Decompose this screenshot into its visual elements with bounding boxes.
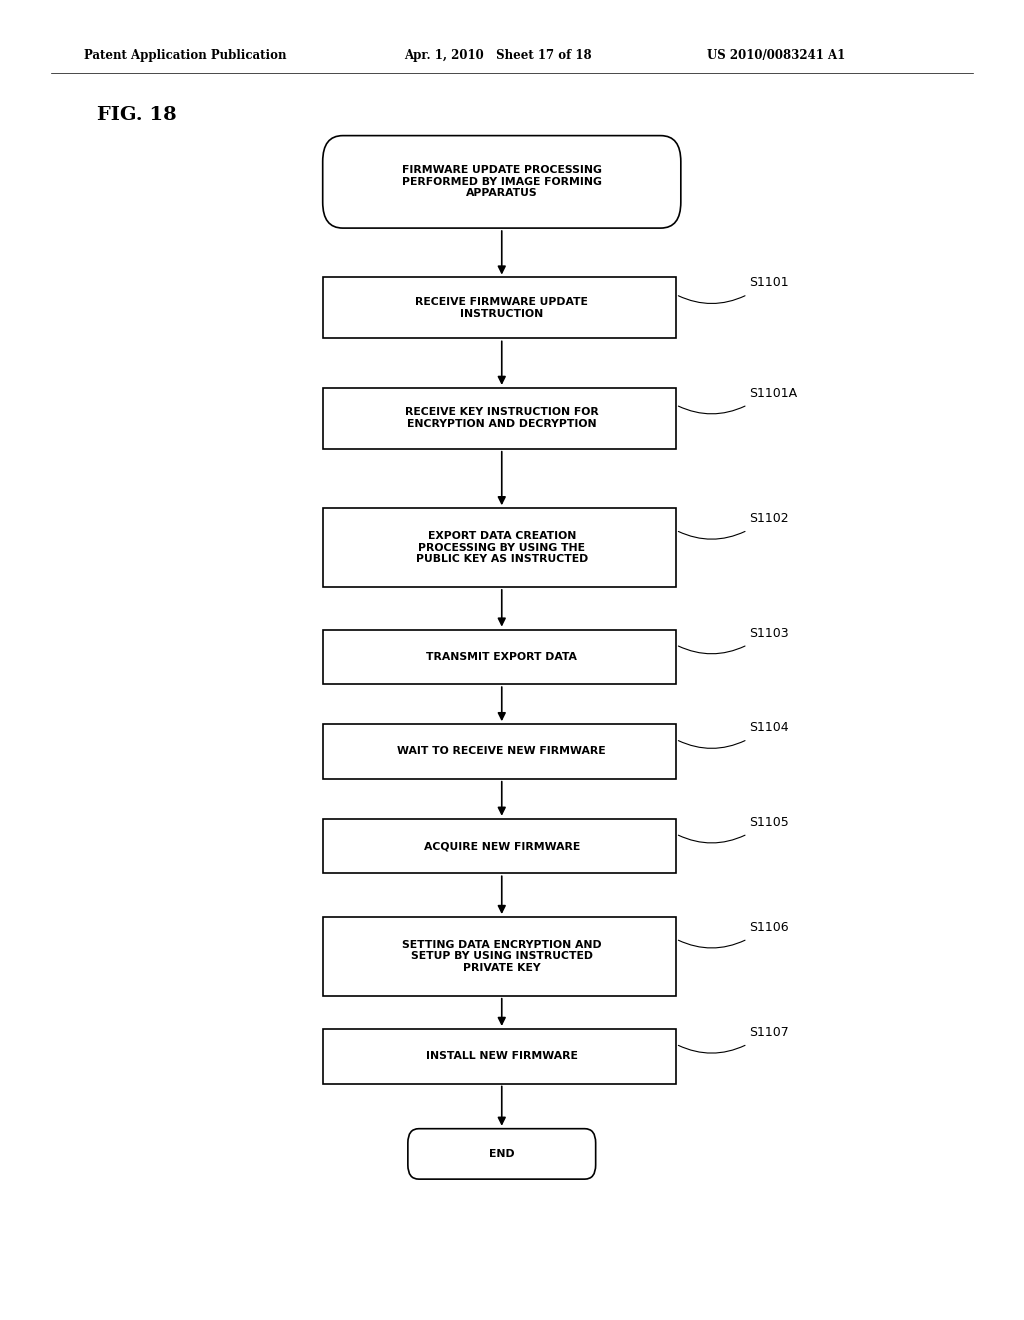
Text: RECEIVE KEY INSTRUCTION FOR
ENCRYPTION AND DECRYPTION: RECEIVE KEY INSTRUCTION FOR ENCRYPTION A… (404, 408, 599, 429)
Text: WAIT TO RECEIVE NEW FIRMWARE: WAIT TO RECEIVE NEW FIRMWARE (397, 746, 606, 756)
Text: S1107: S1107 (750, 1026, 790, 1039)
FancyBboxPatch shape (323, 136, 681, 228)
Bar (323, 1028, 676, 1084)
Bar (323, 277, 676, 338)
Text: S1101: S1101 (750, 276, 790, 289)
Text: FIRMWARE UPDATE PROCESSING
PERFORMED BY IMAGE FORMING
APPARATUS: FIRMWARE UPDATE PROCESSING PERFORMED BY … (401, 165, 602, 198)
Text: S1104: S1104 (750, 721, 790, 734)
Bar (323, 630, 676, 684)
Text: RECEIVE FIRMWARE UPDATE
INSTRUCTION: RECEIVE FIRMWARE UPDATE INSTRUCTION (416, 297, 588, 318)
Text: Apr. 1, 2010   Sheet 17 of 18: Apr. 1, 2010 Sheet 17 of 18 (404, 49, 592, 62)
Text: EXPORT DATA CREATION
PROCESSING BY USING THE
PUBLIC KEY AS INSTRUCTED: EXPORT DATA CREATION PROCESSING BY USING… (416, 531, 588, 564)
Text: S1106: S1106 (750, 921, 790, 933)
Text: US 2010/0083241 A1: US 2010/0083241 A1 (707, 49, 845, 62)
Text: ACQUIRE NEW FIRMWARE: ACQUIRE NEW FIRMWARE (424, 841, 580, 851)
Bar (323, 818, 676, 874)
Text: FIG. 18: FIG. 18 (97, 106, 177, 124)
Bar (323, 725, 676, 779)
Text: S1102: S1102 (750, 512, 790, 525)
Text: INSTALL NEW FIRMWARE: INSTALL NEW FIRMWARE (426, 1051, 578, 1061)
Bar (323, 917, 676, 995)
Bar (323, 508, 676, 587)
Text: S1103: S1103 (750, 627, 790, 640)
Text: S1101A: S1101A (750, 387, 798, 400)
FancyBboxPatch shape (408, 1129, 596, 1179)
Text: Patent Application Publication: Patent Application Publication (84, 49, 287, 62)
Bar (323, 388, 676, 449)
Text: S1105: S1105 (750, 816, 790, 829)
Text: END: END (488, 1148, 515, 1159)
Text: TRANSMIT EXPORT DATA: TRANSMIT EXPORT DATA (426, 652, 578, 661)
Text: SETTING DATA ENCRYPTION AND
SETUP BY USING INSTRUCTED
PRIVATE KEY: SETTING DATA ENCRYPTION AND SETUP BY USI… (402, 940, 601, 973)
